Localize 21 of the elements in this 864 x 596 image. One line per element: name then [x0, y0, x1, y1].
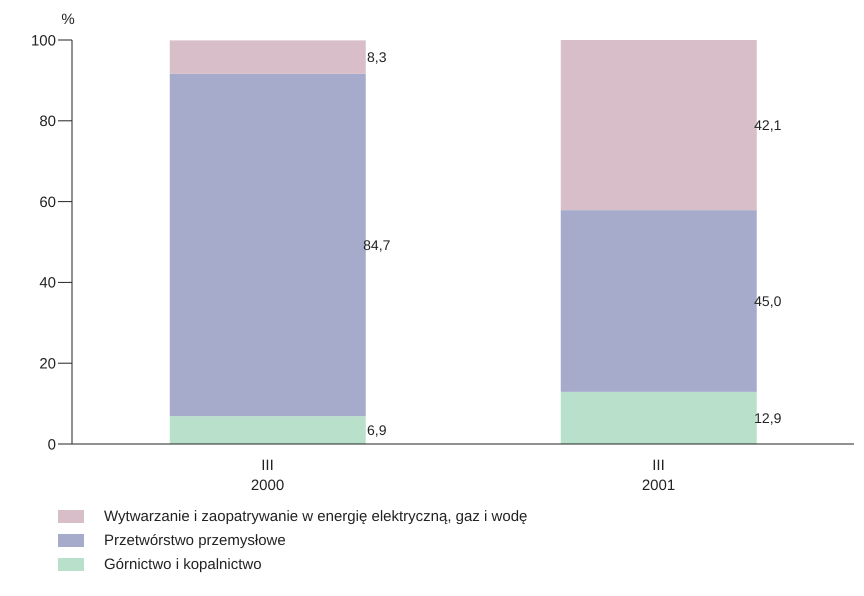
y-tick-label: 40 [39, 274, 56, 292]
x-tick-label: III 2000 [250, 457, 284, 494]
legend-label: Górnictwo i kopalnictwo [104, 556, 262, 572]
data-label: 12,9 [754, 410, 782, 426]
data-label: 6,9 [367, 422, 387, 438]
y-tick-label: 0 [48, 436, 56, 454]
y-tick-label: 20 [39, 356, 56, 373]
y-axis-title: % [61, 11, 75, 28]
data-label: 8,3 [367, 49, 387, 66]
x-tick-label: III 2001 [642, 457, 676, 494]
legend-label: Przetwórstwo przemysłowe [104, 532, 286, 548]
y-tick-label: 80 [39, 113, 56, 130]
legend-label: Wytwarzanie i zaopatrywanie w energię elektryczną, gaz i wodę [104, 508, 528, 524]
bar [170, 416, 366, 444]
data-label: 45,0 [754, 292, 782, 309]
y-tick-label: 60 [39, 194, 56, 211]
bar [170, 40, 366, 74]
y-tick-label: 100 [30, 32, 56, 50]
data-label: 84,7 [363, 237, 391, 254]
data-label: 42,1 [754, 117, 782, 134]
bar [560, 392, 757, 444]
